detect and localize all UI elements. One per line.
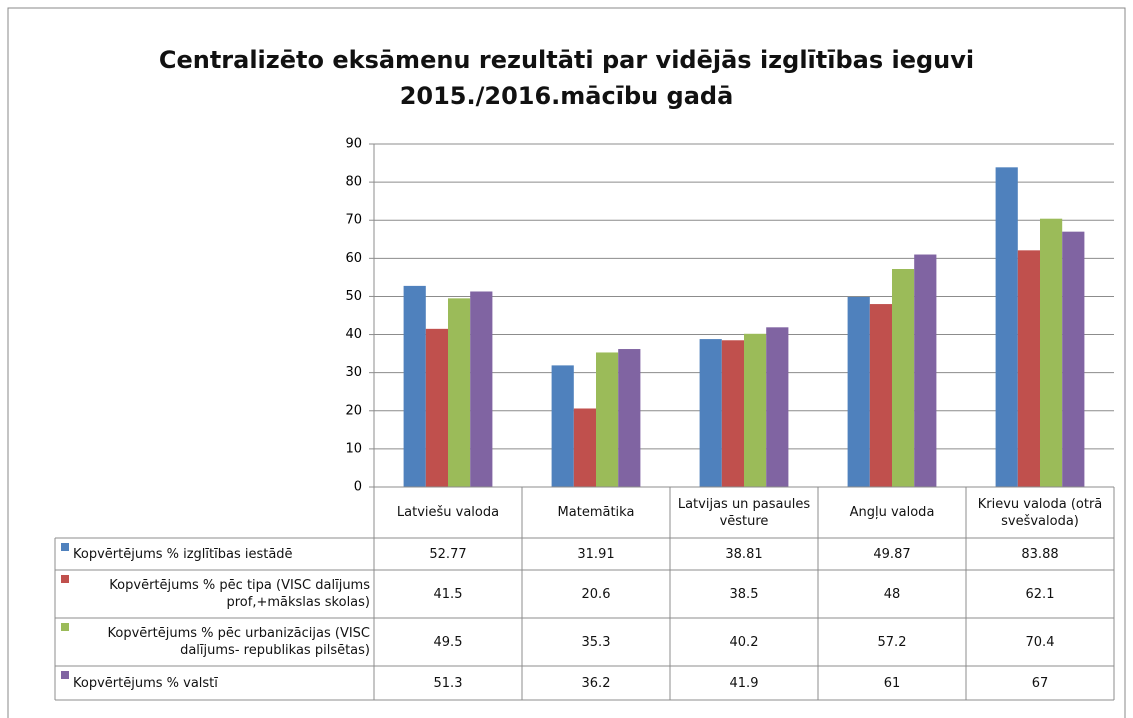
y-tick-label: 10	[345, 441, 362, 456]
table-value: 49.5	[433, 634, 463, 650]
bar	[618, 349, 641, 487]
bar	[914, 254, 937, 487]
table-value: 57.2	[877, 634, 907, 650]
table-value: 38.5	[729, 586, 759, 602]
x-tick-label: Latvijas un pasaules vēsture	[677, 496, 811, 529]
legend-key	[61, 623, 69, 631]
table-value: 41.9	[729, 675, 759, 691]
table-value: 62.1	[1025, 586, 1055, 602]
bar	[448, 298, 471, 487]
bar	[470, 291, 493, 487]
legend-label: Kopvērtējums % valstī	[73, 675, 218, 691]
legend-key	[61, 575, 69, 583]
y-tick-label: 0	[354, 480, 362, 495]
table-value: 48	[883, 586, 901, 602]
bar	[403, 285, 426, 487]
bar	[847, 296, 870, 487]
bar	[892, 269, 915, 487]
bar	[573, 408, 596, 487]
legend-label: Kopvērtējums % pēc urbanizācijas (VISC d…	[107, 626, 370, 658]
table-value: 61	[883, 675, 901, 691]
bar	[869, 304, 892, 487]
bar	[995, 167, 1018, 487]
y-tick-label: 40	[345, 327, 362, 342]
bar	[1062, 231, 1085, 487]
y-tick-label: 90	[345, 137, 362, 152]
chart-title: Centralizēto eksāmenu rezultāti par vidē…	[158, 46, 975, 110]
x-tick-label: Latviešu valoda	[396, 505, 500, 520]
legend-label: Kopvērtējums % izglītības iestādē	[73, 546, 293, 562]
y-tick-label: 30	[345, 365, 362, 380]
x-tick-label: Krievu valoda (otrā svešvaloda)	[977, 496, 1103, 529]
legend-entry: Kopvērtējums % izglītības iestādē	[55, 538, 374, 570]
legend-entry: Kopvērtējums % valstī	[55, 666, 374, 700]
bar	[766, 327, 789, 487]
table-value: 41.5	[433, 586, 463, 602]
table-value: 49.87	[873, 546, 911, 562]
y-tick-label: 20	[345, 403, 362, 418]
bar	[551, 365, 574, 487]
y-tick-label: 50	[345, 289, 362, 304]
table-value: 20.6	[581, 586, 611, 602]
y-tick-label: 60	[345, 251, 362, 266]
bar	[1040, 218, 1063, 487]
bar	[699, 339, 722, 487]
table-value: 51.3	[433, 675, 463, 691]
table-value: 67	[1031, 675, 1049, 691]
table-value: 35.3	[581, 634, 611, 650]
table-value: 36.2	[581, 675, 611, 691]
bar	[721, 340, 744, 487]
table-value: 83.88	[1021, 546, 1059, 562]
bar	[596, 352, 619, 487]
legend-key	[61, 543, 69, 551]
y-tick-label: 70	[345, 213, 362, 228]
table-value: 31.91	[577, 546, 615, 562]
legend-label: Kopvērtējums % pēc tipa (VISC dalījums p…	[109, 578, 370, 610]
legend-entry: Kopvērtējums % pēc tipa (VISC dalījums p…	[55, 570, 374, 618]
y-tick-label: 80	[345, 175, 362, 190]
legend-key	[61, 671, 69, 679]
legend-entry: Kopvērtējums % pēc urbanizācijas (VISC d…	[55, 618, 374, 666]
bar	[744, 333, 767, 487]
table-value: 52.77	[429, 546, 467, 562]
x-tick-label: Matemātika	[557, 505, 635, 520]
bar	[1017, 250, 1040, 487]
chart-frame	[7, 7, 1126, 718]
x-tick-label: Angļu valoda	[849, 505, 935, 520]
table-value: 70.4	[1025, 634, 1055, 650]
table-value: 38.81	[725, 546, 763, 562]
table-value: 40.2	[729, 634, 759, 650]
bar	[425, 328, 448, 487]
